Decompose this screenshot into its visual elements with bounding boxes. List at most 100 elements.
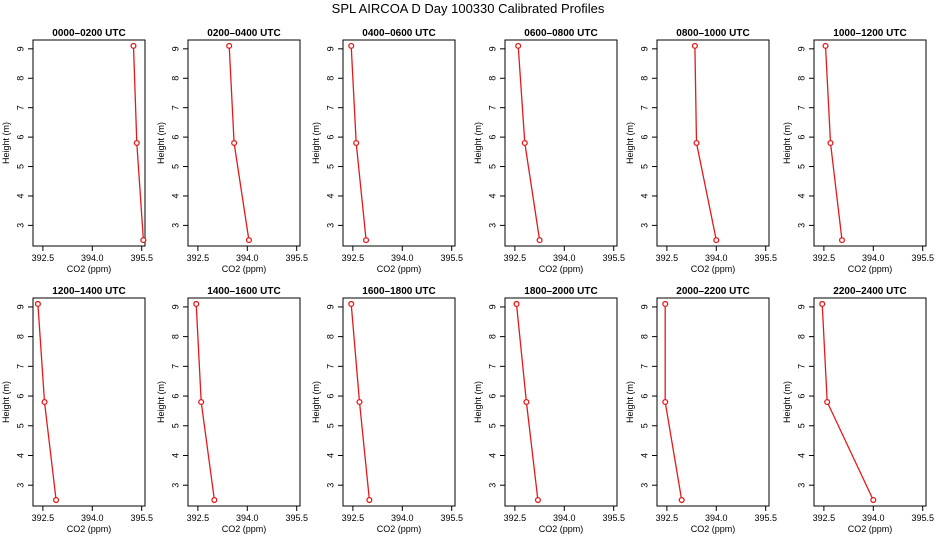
- y-tick-label: 5: [796, 164, 806, 169]
- panel-title: 1400–1600 UTC: [207, 286, 280, 297]
- data-point: [348, 42, 355, 49]
- y-axis-label: Height (m): [625, 381, 635, 423]
- y-tick-label: 7: [15, 364, 25, 369]
- data-point: [353, 139, 360, 147]
- y-tick-label: 6: [325, 135, 335, 140]
- y-tick-label: 5: [796, 423, 806, 428]
- y-tick-label: 4: [15, 193, 25, 198]
- panel-title: 0600–0800 UTC: [524, 28, 597, 39]
- y-axis-label: Height (m): [473, 381, 483, 423]
- y-tick-label: 6: [487, 135, 497, 140]
- x-tick-label: 392.5: [504, 253, 527, 263]
- y-tick-label: 9: [325, 46, 335, 51]
- y-tick-label: 4: [325, 193, 335, 198]
- y-tick-label: 6: [170, 394, 180, 399]
- data-point: [824, 398, 831, 406]
- x-tick-label: 394.0: [236, 253, 259, 263]
- y-tick-label: 8: [796, 334, 806, 339]
- data-point: [536, 237, 543, 244]
- plot-frame: [342, 297, 456, 507]
- x-tick-label: 394.0: [862, 253, 885, 263]
- y-tick-label: 8: [639, 334, 649, 339]
- x-tick-label: 395.5: [754, 513, 777, 523]
- plot-frame: [813, 39, 927, 247]
- y-tick-label: 7: [170, 364, 180, 369]
- y-tick-label: 4: [170, 453, 180, 458]
- y-tick-label: 5: [170, 164, 180, 169]
- x-tick-label: 392.5: [813, 513, 836, 523]
- x-tick-label: 395.5: [285, 253, 308, 263]
- y-tick-label: 4: [325, 453, 335, 458]
- y-axis-label: Height (m): [311, 381, 321, 423]
- x-tick-label: 394.0: [705, 513, 728, 523]
- data-point: [662, 300, 669, 307]
- y-tick-label: 8: [639, 76, 649, 81]
- x-tick-label: 392.5: [504, 513, 527, 523]
- y-tick-label: 9: [639, 304, 649, 309]
- x-tick-label: 392.5: [187, 253, 210, 263]
- x-tick-label: 395.5: [602, 253, 625, 263]
- y-tick-label: 7: [639, 364, 649, 369]
- plot-frame: [342, 39, 456, 247]
- x-axis-label: CO2 (ppm): [691, 264, 736, 274]
- y-tick-label: 4: [170, 193, 180, 198]
- plot-frame: [504, 39, 618, 247]
- y-tick-label: 6: [325, 394, 335, 399]
- data-point: [521, 139, 528, 147]
- x-tick-label: 394.0: [705, 253, 728, 263]
- x-axis-label: CO2 (ppm): [539, 264, 584, 274]
- y-tick-label: 8: [325, 334, 335, 339]
- x-axis-label: CO2 (ppm): [377, 524, 422, 534]
- y-tick-label: 5: [487, 423, 497, 428]
- y-tick-label: 8: [170, 76, 180, 81]
- x-tick-label: 395.5: [602, 513, 625, 523]
- data-point: [819, 300, 826, 307]
- chart-panel: 1600–1800 UTC 392.5 394.0 395.5 3 4 5 6 7 8 9 CO2 (…: [311, 286, 463, 534]
- plot-frame: [32, 297, 146, 507]
- x-axis-label: CO2 (ppm): [67, 264, 112, 274]
- y-tick-label: 3: [170, 223, 180, 228]
- x-axis-label: CO2 (ppm): [222, 264, 267, 274]
- plot-frame: [656, 39, 770, 247]
- y-tick-label: 7: [15, 105, 25, 110]
- y-tick-label: 9: [170, 304, 180, 309]
- chart-panel: 1200–1400 UTC 392.5 394.0 395.5 3 4 5 6 7 8 9 CO2 (…: [1, 286, 153, 534]
- y-axis-label: Height (m): [782, 122, 792, 164]
- y-tick-label: 9: [487, 304, 497, 309]
- data-point: [231, 139, 238, 147]
- data-point: [53, 497, 60, 504]
- y-tick-label: 3: [487, 223, 497, 228]
- y-tick-label: 3: [325, 483, 335, 488]
- y-tick-label: 7: [325, 105, 335, 110]
- x-axis-label: CO2 (ppm): [67, 524, 112, 534]
- y-tick-label: 7: [325, 364, 335, 369]
- y-tick-label: 4: [639, 193, 649, 198]
- y-tick-label: 6: [796, 394, 806, 399]
- x-tick-label: 392.5: [813, 253, 836, 263]
- data-point: [691, 42, 698, 49]
- y-tick-label: 6: [639, 394, 649, 399]
- panel-title: 2000–2200 UTC: [676, 286, 749, 297]
- panel-title: 0400–0600 UTC: [362, 28, 435, 39]
- y-tick-label: 8: [15, 76, 25, 81]
- data-point: [34, 300, 41, 307]
- chart-panel: 2000–2200 UTC 392.5 394.0 395.5 3 4 5 6 7 8 9 CO2 (…: [625, 286, 777, 534]
- data-point: [713, 237, 720, 244]
- x-tick-label: 394.0: [81, 513, 104, 523]
- y-tick-label: 5: [325, 423, 335, 428]
- y-tick-label: 7: [170, 105, 180, 110]
- y-tick-label: 5: [15, 164, 25, 169]
- panel-title: 0800–1000 UTC: [676, 28, 749, 39]
- y-tick-label: 7: [487, 105, 497, 110]
- y-tick-label: 4: [796, 193, 806, 198]
- plot-frame: [187, 297, 301, 507]
- x-tick-label: 395.5: [130, 253, 153, 263]
- y-tick-label: 6: [487, 394, 497, 399]
- y-tick-label: 5: [325, 164, 335, 169]
- y-tick-label: 5: [15, 423, 25, 428]
- y-tick-label: 5: [639, 164, 649, 169]
- y-axis-label: Height (m): [625, 122, 635, 164]
- panel-title: 2200–2400 UTC: [833, 286, 906, 297]
- y-tick-label: 8: [170, 334, 180, 339]
